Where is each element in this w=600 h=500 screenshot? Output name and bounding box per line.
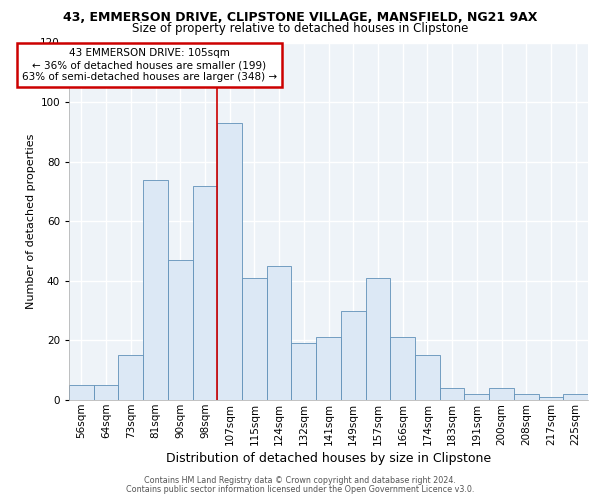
- Bar: [390, 338, 415, 400]
- Bar: [514, 394, 539, 400]
- Bar: [94, 385, 118, 400]
- Bar: [292, 344, 316, 400]
- Bar: [267, 266, 292, 400]
- Text: 43, EMMERSON DRIVE, CLIPSTONE VILLAGE, MANSFIELD, NG21 9AX: 43, EMMERSON DRIVE, CLIPSTONE VILLAGE, M…: [63, 11, 537, 24]
- Bar: [217, 123, 242, 400]
- Bar: [563, 394, 588, 400]
- Bar: [415, 356, 440, 400]
- Bar: [242, 278, 267, 400]
- X-axis label: Distribution of detached houses by size in Clipstone: Distribution of detached houses by size …: [166, 452, 491, 465]
- Bar: [316, 338, 341, 400]
- Text: Contains HM Land Registry data © Crown copyright and database right 2024.: Contains HM Land Registry data © Crown c…: [144, 476, 456, 485]
- Text: Size of property relative to detached houses in Clipstone: Size of property relative to detached ho…: [132, 22, 468, 35]
- Bar: [69, 385, 94, 400]
- Bar: [168, 260, 193, 400]
- Text: Contains public sector information licensed under the Open Government Licence v3: Contains public sector information licen…: [126, 485, 474, 494]
- Bar: [440, 388, 464, 400]
- Bar: [193, 186, 217, 400]
- Y-axis label: Number of detached properties: Number of detached properties: [26, 134, 36, 309]
- Bar: [464, 394, 489, 400]
- Bar: [489, 388, 514, 400]
- Bar: [539, 397, 563, 400]
- Bar: [118, 356, 143, 400]
- Text: 43 EMMERSON DRIVE: 105sqm
← 36% of detached houses are smaller (199)
63% of semi: 43 EMMERSON DRIVE: 105sqm ← 36% of detac…: [22, 48, 277, 82]
- Bar: [365, 278, 390, 400]
- Bar: [143, 180, 168, 400]
- Bar: [341, 310, 365, 400]
